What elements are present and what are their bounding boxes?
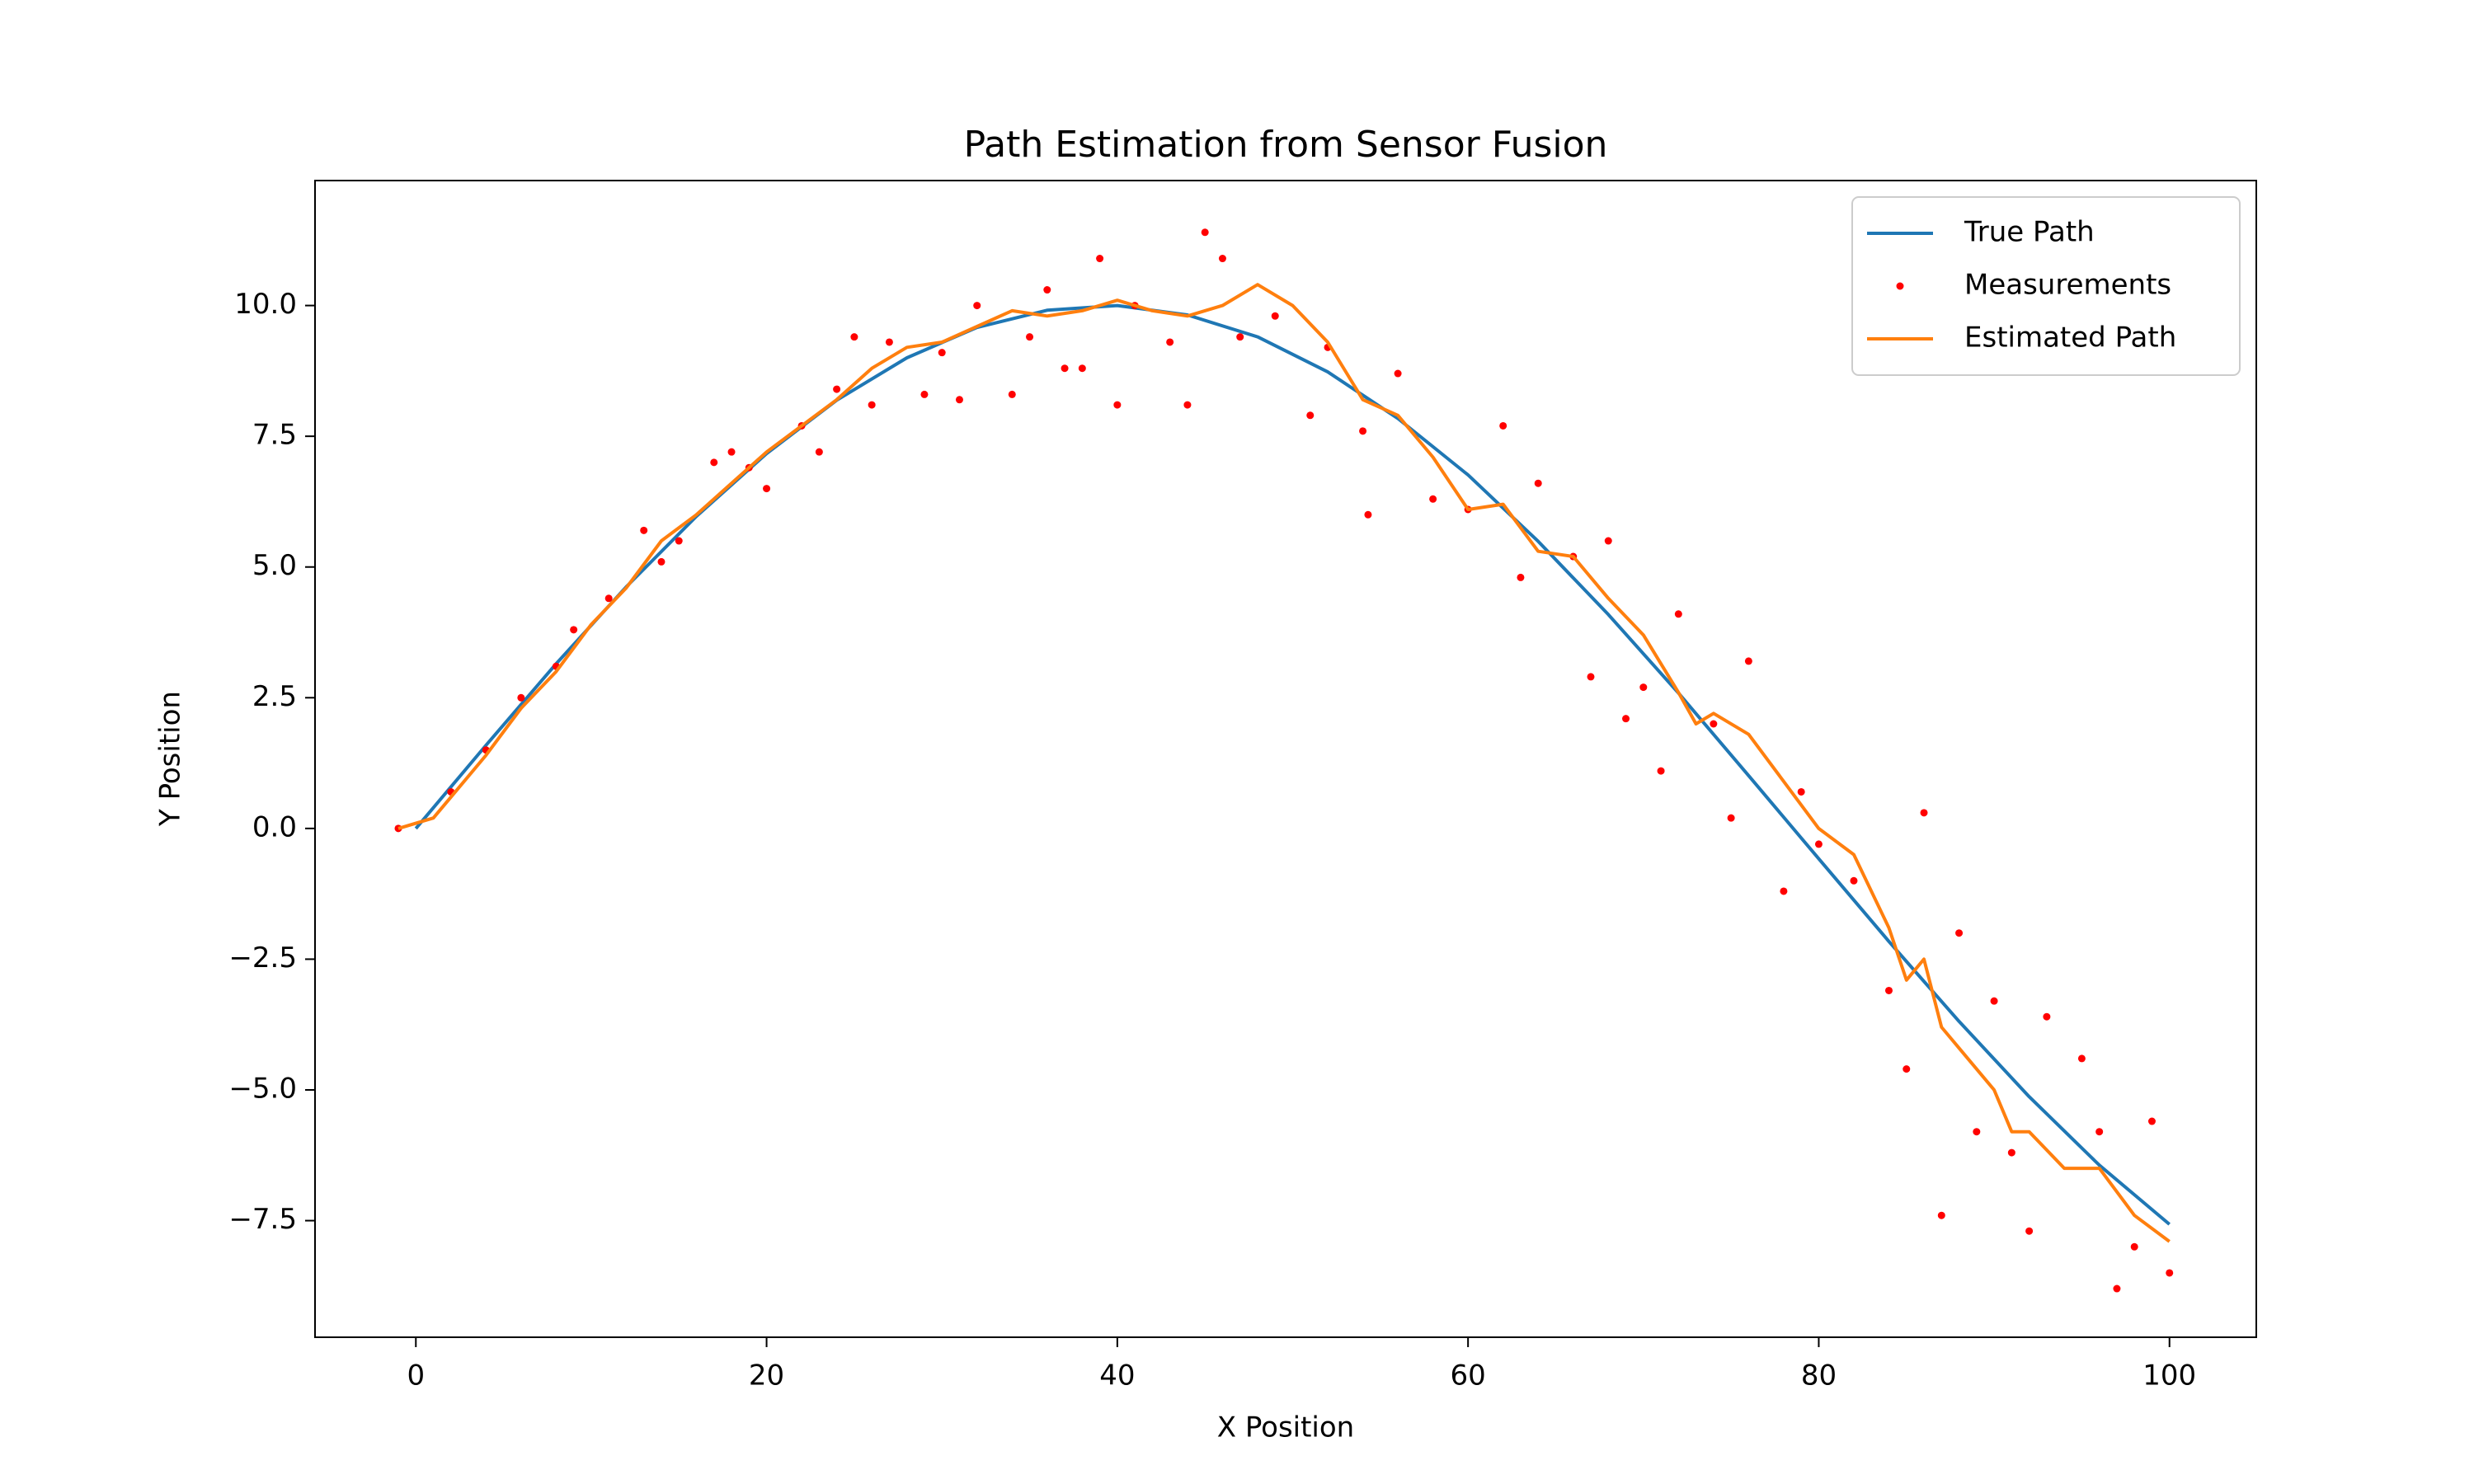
legend-label: Estimated Path — [1964, 322, 2176, 355]
measurement-point — [2113, 1284, 2121, 1293]
measurement-point — [675, 537, 683, 545]
measurement-point — [2130, 1242, 2138, 1251]
legend-box — [1851, 196, 2241, 376]
y-tick-label: −5.0 — [228, 1072, 297, 1105]
measurement-point — [1517, 573, 1525, 581]
x-axis-label: X Position — [1217, 1411, 1354, 1444]
measurement-point — [1429, 495, 1437, 503]
measurement-point — [1078, 364, 1086, 373]
measurement-point — [1710, 720, 1718, 728]
y-tick-label: −2.5 — [228, 942, 297, 974]
y-tick-label: 2.5 — [252, 680, 297, 713]
measurement-point — [1955, 929, 1964, 937]
measurement-point — [1885, 986, 1893, 994]
measurement-point — [763, 485, 771, 493]
y-tick-label: 10.0 — [234, 288, 297, 321]
measurement-point — [1218, 255, 1226, 263]
measurement-point — [1201, 228, 1209, 237]
measurement-point — [868, 401, 876, 409]
measurement-point — [2166, 1269, 2174, 1277]
series-line — [397, 283, 2171, 1243]
measurement-point — [1674, 610, 1682, 618]
measurement-point — [1236, 333, 1244, 341]
measurement-point — [1903, 1065, 1911, 1073]
legend-label: True Path — [1964, 216, 2095, 249]
measurement-point — [1622, 715, 1630, 723]
measurement-point — [2043, 1012, 2051, 1021]
measurement-point — [850, 333, 858, 341]
y-axis-label: Y Position — [154, 691, 187, 827]
y-tick-label: 0.0 — [252, 810, 297, 843]
x-tick-label: 40 — [1099, 1360, 1135, 1392]
measurement-point — [1797, 787, 1805, 796]
measurement-point — [1814, 840, 1823, 848]
measurement-point — [938, 349, 946, 357]
measurement-point — [1061, 364, 1069, 373]
measurement-point — [885, 338, 893, 346]
measurement-point — [1587, 673, 1595, 681]
measurement-point — [727, 448, 736, 456]
measurement-point — [1113, 401, 1122, 409]
chart-title: Path Estimation from Sensor Fusion — [964, 124, 1608, 166]
measurement-point — [2147, 1117, 2156, 1125]
measurement-point — [1008, 390, 1016, 398]
measurement-point — [1096, 255, 1104, 263]
plot-frame — [314, 180, 2257, 1338]
x-tick-label: 80 — [1801, 1360, 1837, 1392]
measurement-point — [1534, 479, 1542, 487]
measurement-point — [973, 302, 981, 310]
measurement-point — [1306, 411, 1315, 420]
measurement-point — [710, 458, 718, 467]
measurement-point — [640, 526, 648, 534]
measurement-point — [1639, 683, 1648, 692]
measurement-point — [1744, 657, 1752, 665]
measurement-point — [1604, 537, 1612, 545]
y-tick-label: −7.5 — [228, 1203, 297, 1236]
measurement-point — [2095, 1128, 2104, 1136]
measurement-point — [1394, 369, 1402, 378]
measurement-point — [2077, 1054, 2086, 1063]
measurement-point — [1499, 421, 1507, 430]
measurement-point — [1043, 286, 1051, 294]
measurement-point — [833, 385, 841, 393]
measurement-point — [1937, 1211, 1945, 1219]
y-tick-label: 7.5 — [252, 419, 297, 452]
measurement-point — [1850, 876, 1858, 885]
measurement-point — [1990, 997, 1998, 1005]
measurement-point — [1780, 887, 1788, 895]
measurement-point — [1183, 401, 1192, 409]
legend-label: Measurements — [1964, 269, 2171, 302]
x-tick-label: 0 — [407, 1360, 425, 1392]
measurement-point — [657, 557, 666, 566]
x-tick-label: 60 — [1451, 1360, 1486, 1392]
measurement-point — [1359, 427, 1367, 435]
measurement-point — [1271, 312, 1279, 320]
x-tick-label: 100 — [2142, 1360, 2196, 1392]
measurement-point — [517, 693, 525, 702]
measurement-point — [604, 594, 613, 603]
legend-swatch — [1896, 282, 1904, 290]
x-tick-label: 20 — [749, 1360, 784, 1392]
measurement-point — [920, 390, 929, 398]
measurement-point — [1166, 338, 1174, 346]
measurement-point — [955, 396, 963, 404]
measurement-point — [570, 626, 578, 634]
measurement-point — [1657, 767, 1665, 775]
measurement-point — [1026, 333, 1034, 341]
measurement-point — [2025, 1227, 2034, 1235]
measurement-point — [1727, 814, 1735, 822]
measurement-point — [1364, 510, 1372, 519]
measurement-point — [2007, 1148, 2015, 1157]
y-tick-label: 5.0 — [252, 549, 297, 582]
measurement-point — [815, 448, 823, 456]
measurement-point — [1920, 809, 1928, 817]
measurement-point — [1973, 1128, 1981, 1136]
